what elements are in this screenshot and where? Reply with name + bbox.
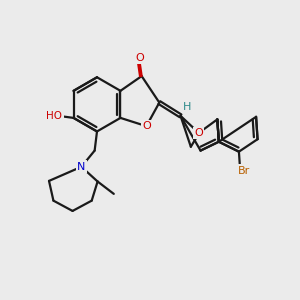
Text: O: O — [194, 128, 203, 138]
Text: O: O — [142, 121, 151, 131]
Text: O: O — [135, 52, 144, 62]
Text: H: H — [183, 102, 191, 112]
Text: Br: Br — [238, 166, 250, 176]
Text: N: N — [77, 162, 86, 172]
Text: HO: HO — [46, 111, 62, 122]
